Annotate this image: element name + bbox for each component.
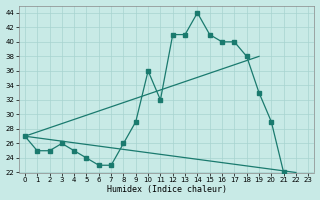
X-axis label: Humidex (Indice chaleur): Humidex (Indice chaleur) (107, 185, 227, 194)
